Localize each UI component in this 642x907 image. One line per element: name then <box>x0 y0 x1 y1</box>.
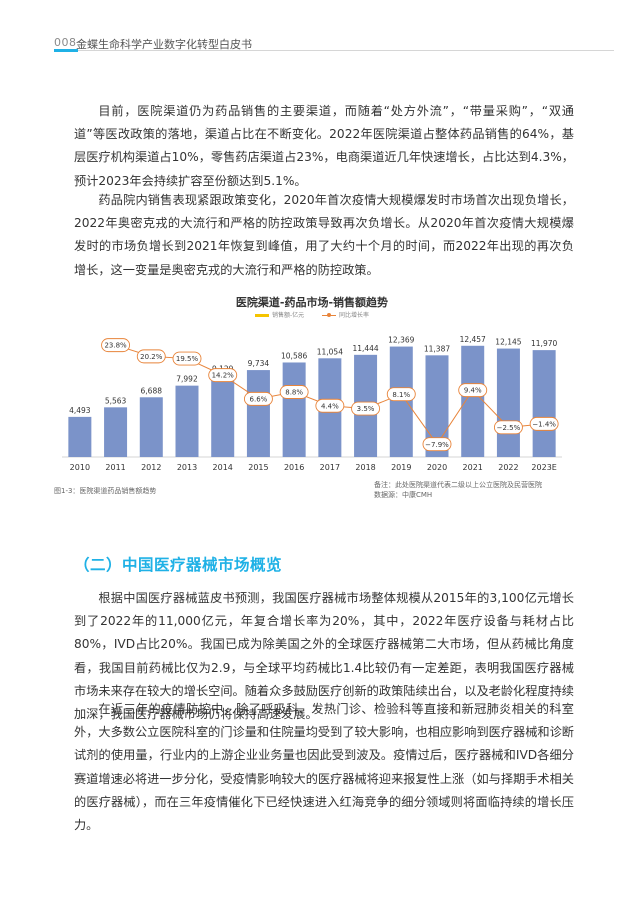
x-tick-2011: 2011 <box>105 463 125 472</box>
page-header: 008 金蝶生命科学产业数字化转型白皮书 <box>54 34 614 60</box>
chart-data-source: 数据源：中康CMH <box>374 491 433 499</box>
header-title: 金蝶生命科学产业数字化转型白皮书 <box>76 38 252 51</box>
growth-label-2016: 8.8% <box>285 389 303 397</box>
bar-label-2011: 5,563 <box>105 396 127 405</box>
paragraph-policy-impact: 药品院内销售表现紧跟政策变化，2020年首次疫情大规模爆发时市场首次出现负增长，… <box>74 193 574 277</box>
bar-2022 <box>496 348 520 457</box>
bar-label-2021: 12,457 <box>460 335 486 344</box>
x-tick-2015: 2015 <box>248 463 268 472</box>
growth-label-2018: 3.5% <box>357 405 375 413</box>
growth-label-bubble-2020 <box>422 437 452 452</box>
bar-label-2015: 9,734 <box>248 359 270 368</box>
bar-2019 <box>389 346 413 457</box>
header-accent-bar <box>54 49 78 52</box>
growth-label-2012: 20.2% <box>140 353 163 361</box>
growth-label-2023E: −1.4% <box>532 420 556 428</box>
legend-label-sales: 销售额-亿元 <box>271 312 305 319</box>
bar-2010 <box>68 416 92 457</box>
paragraph-device-market-size: 根据中国医疗器械蓝皮书预测，我国医疗器械市场整体规模从2015年的3,100亿元… <box>74 591 574 722</box>
growth-label-bubble-2018 <box>351 401 381 416</box>
x-tick-2010: 2010 <box>70 463 90 472</box>
growth-label-bubble-2017 <box>315 398 345 413</box>
x-tick-2017: 2017 <box>320 463 340 472</box>
bar-2023E <box>532 350 556 457</box>
page-number: 008 <box>54 36 77 49</box>
bar-label-2018: 11,444 <box>352 344 378 353</box>
x-tick-2013: 2013 <box>177 463 197 472</box>
bar-2020 <box>425 355 449 457</box>
growth-label-bubble-2021 <box>458 383 488 398</box>
bar-label-2023E: 11,970 <box>531 339 557 348</box>
x-tick-2020: 2020 <box>427 463 447 472</box>
legend-item-sales: 销售额-亿元 <box>254 312 305 319</box>
growth-label-bubble-2013 <box>172 351 202 366</box>
x-tick-2023E: 2023E <box>531 463 556 472</box>
x-tick-2014: 2014 <box>213 463 233 472</box>
bar-2013 <box>175 385 199 457</box>
growth-label-2015: 6.6% <box>250 395 268 403</box>
paragraph-channel-share: 目前，医院渠道仍为药品销售的主要渠道，而随着“处方外流”，“带量采购”，“双通道… <box>74 104 574 188</box>
growth-label-bubble-2012 <box>136 349 166 364</box>
bar-label-2019: 12,369 <box>388 336 414 345</box>
bar-2012 <box>139 397 163 457</box>
growth-label-2019: 8.1% <box>392 391 410 399</box>
x-tick-2016: 2016 <box>284 463 304 472</box>
chart-legend: 销售额-亿元 同比增长率 <box>54 310 570 319</box>
growth-label-bubble-2022 <box>493 420 523 435</box>
growth-label-2011: 23.8% <box>104 342 127 350</box>
paragraph-pandemic-impact: 在近三年的疫情防控中，除了呼吸科、发热门诊、检验科等直接和新冠肺炎相关的科室外，… <box>74 702 574 833</box>
section-heading: （二）中国医疗器械市场概览 <box>74 556 283 574</box>
growth-label-2022: −2.5% <box>497 424 521 432</box>
chart-remark: 备注：此处医院渠道代表二级以上公立医院及民营医院 <box>374 481 542 489</box>
growth-label-bubble-2016 <box>279 385 309 399</box>
growth-label-bubble-2011 <box>101 338 131 353</box>
sales-trend-chart: 医院渠道-药品市场-销售额趋势 销售额-亿元 同比增长率 4,493 2010 5,… <box>54 294 570 504</box>
legend-line-swatch <box>322 313 337 317</box>
chart-plot-area: 4,49320105,56320116,68820127,99220139,12… <box>62 335 562 472</box>
bar-label-2013: 7,992 <box>176 375 198 384</box>
bar-label-2017: 11,054 <box>317 347 343 356</box>
bar-label-2016: 10,586 <box>281 351 307 360</box>
growth-label-2013: 19.5% <box>176 355 199 363</box>
x-tick-2021: 2021 <box>463 463 483 472</box>
bar-2021 <box>461 345 485 457</box>
bar-label-2012: 6,688 <box>141 386 163 395</box>
x-tick-2019: 2019 <box>391 463 411 472</box>
chart-source-note: 备注：此处医院渠道代表二级以上公立医院及民营医院 数据源：中康CMH <box>374 480 574 500</box>
growth-label-2017: 4.4% <box>321 402 339 410</box>
growth-label-bubble-2014 <box>208 368 238 383</box>
chart-title: 医院渠道-药品市场-销售额趋势 <box>235 296 389 309</box>
bar-2015 <box>246 370 270 457</box>
bar-label-2020: 11,387 <box>424 344 450 353</box>
x-tick-2022: 2022 <box>498 463 518 472</box>
legend-label-growth: 同比增长率 <box>339 312 370 319</box>
bar-label-2010: 4,493 <box>69 406 91 415</box>
legend-item-growth: 同比增长率 <box>322 312 369 319</box>
bar-2016 <box>282 362 306 457</box>
chart-caption: 图1-3：医院渠道药品销售额趋势 <box>54 487 157 495</box>
bar-label-2022: 12,145 <box>495 338 521 347</box>
bar-2011 <box>104 407 128 457</box>
growth-label-bubble-2023E <box>529 416 559 431</box>
legend-bar-swatch <box>254 314 269 317</box>
x-tick-2012: 2012 <box>141 463 161 472</box>
header-rule <box>54 50 614 51</box>
growth-label-bubble-2015 <box>243 391 273 406</box>
x-tick-2018: 2018 <box>355 463 375 472</box>
growth-label-bubble-2019 <box>386 387 416 402</box>
growth-label-2020: −7.9% <box>425 441 449 449</box>
growth-label-2014: 14.2% <box>212 372 235 380</box>
growth-label-2021: 9.4% <box>464 387 482 395</box>
bar-2014 <box>211 375 235 457</box>
